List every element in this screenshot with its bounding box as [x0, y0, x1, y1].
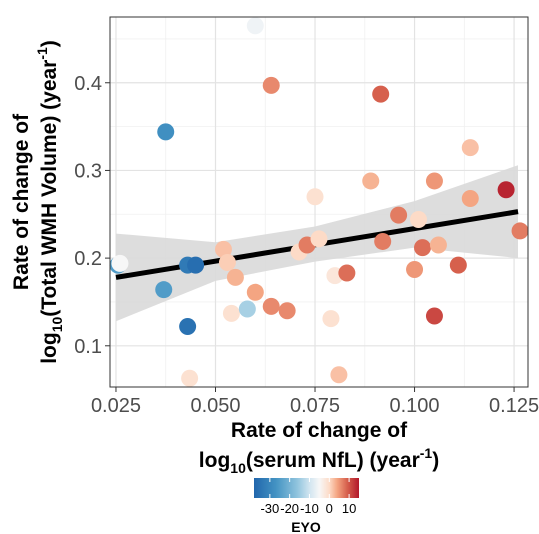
- data-point: [238, 300, 256, 318]
- data-point: [374, 232, 392, 250]
- colorbar-tick-label: -30: [260, 501, 279, 516]
- y-axis-title-line1: Rate of change of: [10, 113, 33, 290]
- data-point: [414, 239, 432, 257]
- data-point: [511, 222, 529, 240]
- data-point: [306, 188, 324, 206]
- x-axis-title-line2: log10(serum NfL) (year-1): [199, 445, 439, 476]
- x-tick-label: 0.125: [489, 395, 539, 417]
- colorbar-title: EYO: [291, 519, 321, 534]
- data-point: [406, 261, 424, 279]
- colorbar: [254, 478, 359, 498]
- data-point: [214, 240, 232, 258]
- data-point: [218, 253, 236, 271]
- data-point: [157, 123, 175, 141]
- y-tick-label: 0.2: [74, 248, 102, 270]
- data-point: [461, 189, 479, 207]
- data-point: [449, 256, 467, 274]
- data-point: [246, 17, 264, 35]
- data-point: [461, 139, 479, 157]
- data-point: [246, 283, 264, 301]
- data-point: [155, 281, 173, 299]
- data-point: [390, 206, 408, 224]
- data-point: [497, 181, 515, 199]
- data-point: [322, 310, 340, 328]
- colorbar-ticks: -30 -20 -10 0 10: [260, 478, 356, 516]
- x-tick-label: 0.050: [190, 395, 240, 417]
- colorbar-tick-label: 0: [326, 501, 333, 516]
- data-point: [278, 302, 296, 320]
- x-tick-label: 0.100: [390, 395, 440, 417]
- x-axis-ticks: 0.025 0.050 0.075 0.100 0.125: [91, 387, 539, 417]
- data-point: [262, 297, 280, 315]
- data-points: [109, 17, 529, 387]
- data-point: [187, 256, 205, 274]
- colorbar-tick-label: -20: [280, 501, 299, 516]
- colorbar-tick-label: -10: [300, 501, 319, 516]
- data-point: [179, 318, 197, 336]
- data-point: [330, 366, 348, 384]
- y-axis-ticks: 0.1 0.2 0.3 0.4: [74, 73, 110, 358]
- data-point: [310, 230, 328, 248]
- x-axis-title-line1: Rate of change of: [231, 419, 408, 442]
- data-point: [226, 268, 244, 286]
- data-point: [410, 211, 428, 229]
- data-point: [425, 172, 443, 190]
- colorbar-tick-label: 10: [342, 501, 356, 516]
- data-point: [181, 369, 199, 387]
- data-point: [429, 236, 447, 254]
- data-point: [262, 76, 280, 94]
- data-point: [338, 264, 356, 282]
- data-point: [372, 85, 390, 103]
- data-point: [222, 304, 240, 322]
- data-point: [425, 307, 443, 325]
- y-tick-label: 0.4: [74, 73, 102, 95]
- y-axis-title-line2: log10(Total WMH Volume) (year-1): [34, 40, 65, 364]
- y-tick-label: 0.3: [74, 160, 102, 182]
- y-tick-label: 0.1: [74, 336, 102, 358]
- plot-border: [109, 16, 529, 388]
- data-point: [111, 254, 129, 272]
- x-tick-label: 0.025: [91, 395, 141, 417]
- data-point: [362, 172, 380, 190]
- x-tick-label: 0.075: [290, 395, 340, 417]
